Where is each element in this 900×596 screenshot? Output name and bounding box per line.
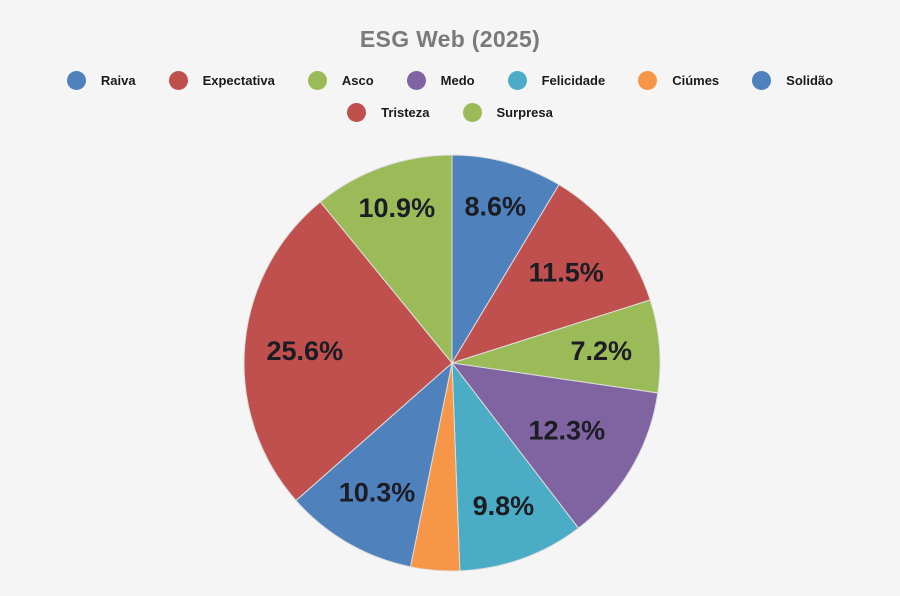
legend-item-ciumes: Ciúmes — [638, 71, 719, 90]
legend: Raiva Expectativa Asco Medo Felicidade Ciúmes… — [0, 71, 900, 122]
legend-item-asco: Asco — [307, 71, 374, 90]
data-label-asco: 7.2% — [571, 336, 633, 366]
pie-slice-medo — [450, 362, 659, 529]
legend-item-tristeza: Tristeza — [347, 103, 430, 122]
pie-slice-expectativa — [450, 183, 651, 364]
legend-color-dot — [406, 71, 426, 90]
legend-item-surpresa: Surpresa — [462, 103, 553, 122]
legend-color-dot — [307, 71, 327, 90]
legend-color-dot — [168, 71, 188, 90]
data-label-medo: 12.3% — [529, 415, 606, 445]
legend-item-solidao: Solidão — [752, 71, 833, 90]
data-label-tristeza: 25.6% — [267, 336, 344, 366]
data-label-solidao: 10.3% — [339, 478, 416, 508]
pie-slice-raiva — [451, 154, 560, 365]
pie-slice-tristeza — [243, 201, 453, 502]
legend-item-felicidade: Felicidade — [507, 71, 606, 90]
data-label-felicidade: 9.8% — [473, 491, 535, 521]
legend-color-dot — [752, 71, 772, 90]
legend-item-label: Tristeza — [381, 105, 430, 120]
legend-item-label: Ciúmes — [672, 73, 720, 88]
pie-slice-surpresa — [319, 154, 453, 365]
legend-row-1: Raiva Expectativa Asco Medo Felicidade Ciúmes… — [0, 71, 900, 90]
legend-item-raiva: Raiva — [66, 71, 136, 90]
legend-item-label: Asco — [341, 73, 374, 88]
legend-item-medo: Medo — [406, 71, 475, 90]
pie-slice-felicidade — [451, 361, 580, 572]
legend-row-2: Tristeza Surpresa — [0, 103, 900, 122]
legend-item-expectativa: Expectativa — [168, 71, 275, 90]
data-label-raiva: 8.6% — [465, 192, 527, 222]
data-label-surpresa: 10.9% — [359, 193, 436, 223]
legend-color-dot — [507, 71, 527, 90]
legend-color-dot — [462, 103, 482, 122]
legend-item-label: Solidão — [786, 73, 834, 88]
pie-slice-solidao — [295, 361, 453, 568]
data-label-expectativa: 11.5% — [529, 258, 604, 288]
legend-item-label: Surpresa — [496, 105, 553, 120]
legend-item-label: Expectativa — [202, 73, 275, 88]
legend-color-dot — [66, 71, 86, 90]
legend-item-label: Felicidade — [541, 73, 606, 88]
legend-color-dot — [638, 71, 658, 90]
legend-item-label: Raiva — [100, 73, 136, 88]
legend-item-label: Medo — [440, 73, 475, 88]
legend-color-dot — [347, 103, 367, 122]
chart-title: ESG Web (2025) — [359, 26, 541, 52]
